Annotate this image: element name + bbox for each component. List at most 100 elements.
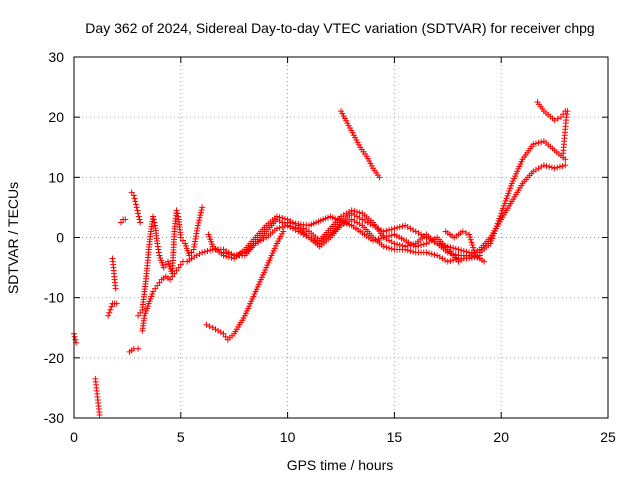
data-point <box>156 279 163 286</box>
series-drop-1h <box>92 375 103 418</box>
data-point <box>177 234 184 241</box>
data-point <box>383 233 390 240</box>
data-point <box>222 333 229 340</box>
data-point <box>391 240 398 247</box>
data-point <box>455 246 462 253</box>
data-point <box>470 247 477 254</box>
data-point <box>380 234 387 241</box>
data-point <box>439 255 446 262</box>
series-low-arc <box>203 228 287 343</box>
data-point <box>169 273 176 280</box>
data-point <box>481 258 488 265</box>
data-point <box>487 240 494 247</box>
data-point <box>554 164 561 171</box>
data-point <box>407 248 414 255</box>
data-point <box>174 210 181 217</box>
data-point <box>466 231 473 238</box>
data-point <box>423 249 430 256</box>
data-point <box>212 326 219 333</box>
data-point <box>105 312 112 319</box>
data-point <box>431 251 438 258</box>
data-point <box>466 234 473 241</box>
data-point <box>404 223 411 230</box>
data-point <box>423 240 430 247</box>
data-point <box>228 251 235 258</box>
x-tick-label: 20 <box>493 429 509 445</box>
data-point <box>388 232 395 239</box>
y-axis-label: SDTVAR / TECUs <box>5 182 21 294</box>
y-tick-label: 10 <box>48 169 64 185</box>
data-point <box>196 251 203 258</box>
data-point <box>197 212 204 219</box>
data-point <box>388 239 395 246</box>
data-point <box>471 249 478 256</box>
y-tick-label: 0 <box>56 230 64 246</box>
series-early-e <box>128 189 144 226</box>
data-point <box>415 242 422 249</box>
series-track-3 <box>220 216 483 265</box>
data-point <box>356 214 363 221</box>
y-tick-label: 30 <box>48 49 64 65</box>
data-point <box>504 192 511 199</box>
data-point <box>154 243 161 250</box>
data-point <box>196 217 203 224</box>
data-point <box>112 285 119 292</box>
data-point <box>500 202 507 209</box>
data-point <box>71 333 78 340</box>
data-point <box>348 207 355 214</box>
axis-ticks: 0 5 10 15 20 25 -30 -20 -10 0 10 20 30 <box>44 49 616 445</box>
data-point <box>132 201 139 208</box>
data-point <box>354 219 361 226</box>
chart-title: Day 362 of 2024, Sidereal Day-to-day VTE… <box>85 20 594 36</box>
x-tick-label: 15 <box>387 429 403 445</box>
data-point <box>203 321 210 328</box>
data-point <box>383 227 390 234</box>
data-point <box>532 166 539 173</box>
data-point <box>273 225 280 232</box>
data-point <box>412 228 419 235</box>
data-point <box>204 248 211 255</box>
x-tick-label: 5 <box>177 429 185 445</box>
data-point <box>396 223 403 230</box>
series-early-a <box>105 300 120 319</box>
data-point <box>174 213 181 220</box>
data-point <box>196 214 203 221</box>
data-point <box>199 204 206 211</box>
data-point <box>501 200 508 207</box>
x-axis-label: GPS time / hours <box>287 457 394 473</box>
data-point <box>279 223 286 230</box>
data-point <box>386 226 393 233</box>
data-point <box>402 246 409 253</box>
data-point <box>280 228 287 235</box>
data-point <box>376 174 383 181</box>
data-point <box>505 190 512 197</box>
data-point <box>155 246 162 253</box>
series-late-rise <box>560 108 571 157</box>
data-point <box>117 219 124 226</box>
data-point <box>367 220 374 227</box>
y-tick-label: 20 <box>48 109 64 125</box>
data-point <box>276 224 283 231</box>
data-point <box>468 253 475 260</box>
data-point <box>171 270 178 277</box>
data-point <box>383 244 390 251</box>
data-point <box>538 138 545 145</box>
data-point <box>506 187 513 194</box>
data-point <box>559 163 566 170</box>
data-point <box>281 223 288 230</box>
data-point <box>150 288 157 295</box>
data-point <box>154 240 161 247</box>
data-point <box>198 206 205 213</box>
data-point <box>503 195 510 202</box>
data-point <box>388 226 395 233</box>
data-point <box>375 236 382 243</box>
data-point <box>551 117 558 124</box>
data-point <box>154 282 161 289</box>
data-point <box>426 250 433 257</box>
data-point <box>225 251 232 258</box>
data-point <box>108 303 115 310</box>
data-point <box>107 306 114 313</box>
data-point <box>507 185 514 192</box>
data-point <box>133 204 140 211</box>
data-point <box>535 139 542 146</box>
